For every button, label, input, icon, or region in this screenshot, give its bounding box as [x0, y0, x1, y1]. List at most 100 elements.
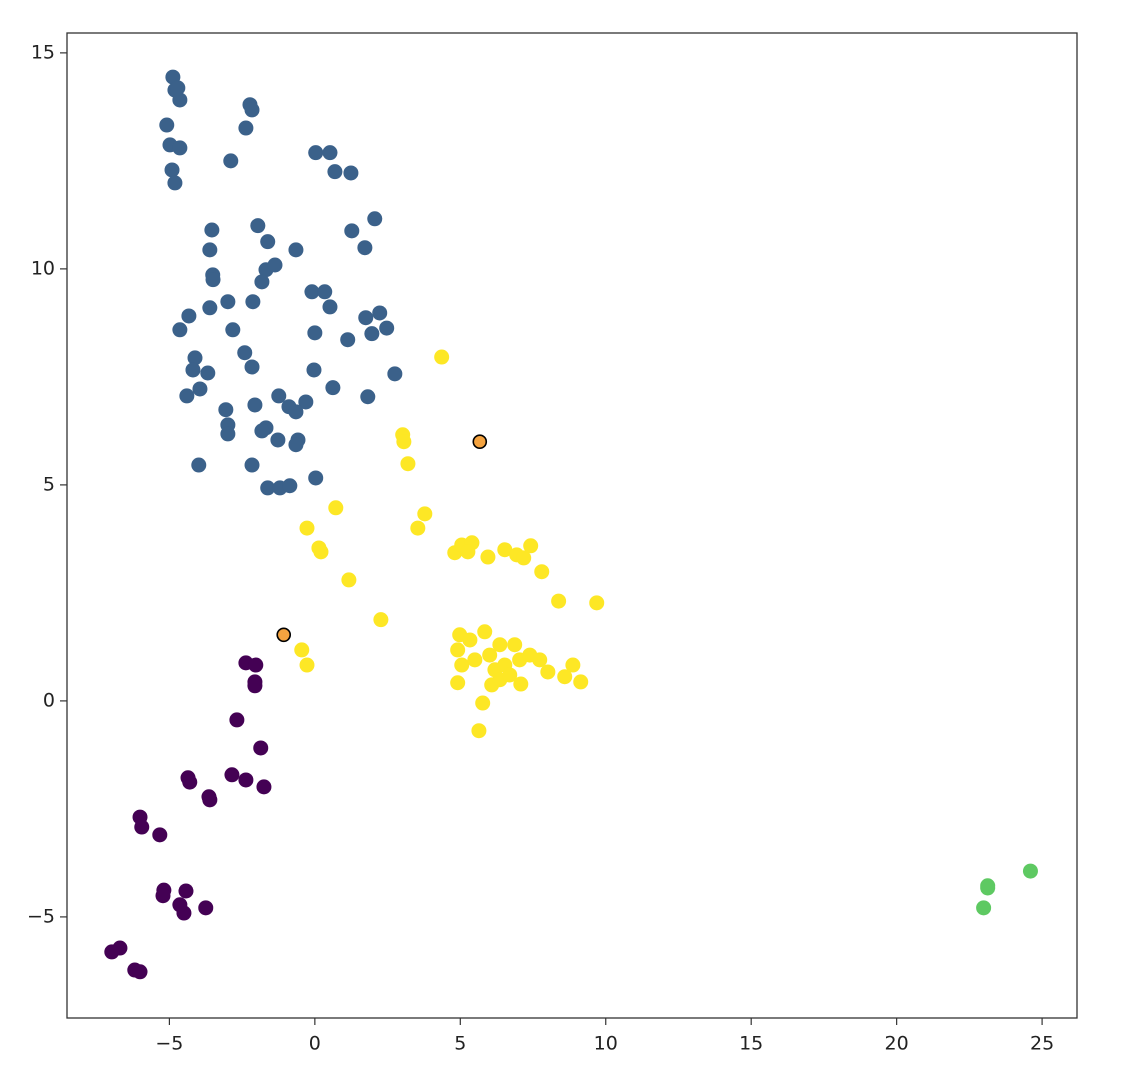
- point: [182, 774, 198, 790]
- point: [313, 544, 329, 560]
- point: [343, 165, 359, 181]
- point: [202, 242, 218, 258]
- point: [238, 120, 254, 136]
- point: [282, 478, 298, 494]
- point: [244, 457, 260, 473]
- plot-area: [67, 33, 1077, 1018]
- point: [306, 362, 322, 378]
- point: [482, 647, 498, 663]
- x-tick-label: 5: [454, 1033, 466, 1055]
- point: [372, 305, 388, 321]
- point: [164, 162, 180, 178]
- point: [327, 164, 343, 180]
- point: [540, 664, 556, 680]
- x-tick-label: 10: [594, 1033, 618, 1055]
- y-tick-label: 15: [31, 41, 55, 63]
- point: [254, 274, 270, 290]
- point: [379, 320, 395, 336]
- point: [308, 145, 324, 161]
- point: [507, 637, 523, 653]
- point: [980, 880, 996, 896]
- point: [224, 767, 240, 783]
- point: [247, 678, 263, 694]
- point: [220, 294, 236, 310]
- point: [480, 549, 496, 565]
- point: [276, 627, 292, 643]
- point: [557, 669, 573, 685]
- point: [172, 92, 188, 108]
- point: [244, 359, 260, 375]
- point: [513, 676, 529, 692]
- point: [185, 362, 201, 378]
- point: [573, 674, 589, 690]
- point: [460, 544, 476, 560]
- point: [260, 234, 276, 250]
- point: [260, 480, 276, 496]
- point: [288, 404, 304, 420]
- point: [253, 740, 269, 756]
- point: [477, 624, 493, 640]
- point: [523, 538, 539, 554]
- point: [497, 542, 513, 558]
- point: [187, 350, 203, 366]
- point: [225, 322, 241, 338]
- point: [220, 426, 236, 442]
- point: [202, 300, 218, 316]
- point: [178, 883, 194, 899]
- point: [223, 153, 239, 169]
- point: [471, 723, 487, 739]
- x-tick-label: 0: [309, 1033, 321, 1055]
- point: [167, 175, 183, 191]
- point: [200, 365, 216, 381]
- point: [179, 388, 195, 404]
- point: [434, 349, 450, 365]
- point: [516, 550, 532, 566]
- point: [534, 564, 550, 580]
- y-tick-label: −5: [27, 905, 55, 927]
- point: [341, 572, 357, 588]
- point: [172, 140, 188, 156]
- x-tick-label: 20: [885, 1033, 909, 1055]
- point: [218, 402, 234, 418]
- point: [205, 272, 221, 288]
- point: [322, 145, 338, 161]
- point: [294, 642, 310, 658]
- point: [532, 652, 548, 668]
- point: [1022, 863, 1038, 879]
- point: [396, 434, 412, 450]
- plot-frame: [66, 32, 1078, 1019]
- point: [450, 642, 466, 658]
- point: [299, 657, 315, 673]
- point: [198, 900, 214, 916]
- point: [308, 470, 324, 486]
- point: [322, 299, 338, 315]
- point: [325, 380, 341, 396]
- point: [344, 223, 360, 239]
- point: [104, 944, 120, 960]
- point: [248, 657, 264, 673]
- point: [387, 366, 403, 382]
- point: [229, 712, 245, 728]
- point: [976, 900, 992, 916]
- point: [192, 381, 208, 397]
- x-tick-label: −5: [155, 1033, 183, 1055]
- y-tick-label: 10: [31, 257, 55, 279]
- point: [247, 397, 263, 413]
- point: [502, 667, 518, 683]
- point: [472, 434, 488, 449]
- point: [551, 593, 567, 609]
- point: [244, 102, 260, 118]
- point: [152, 827, 168, 843]
- x-tick-label: 25: [1030, 1033, 1054, 1055]
- point: [467, 652, 483, 668]
- point: [307, 325, 323, 341]
- point: [340, 332, 356, 348]
- point: [565, 657, 581, 673]
- point: [475, 695, 491, 711]
- point: [288, 437, 304, 453]
- point: [299, 520, 315, 536]
- point: [328, 500, 344, 516]
- point: [298, 394, 314, 410]
- point: [132, 964, 148, 980]
